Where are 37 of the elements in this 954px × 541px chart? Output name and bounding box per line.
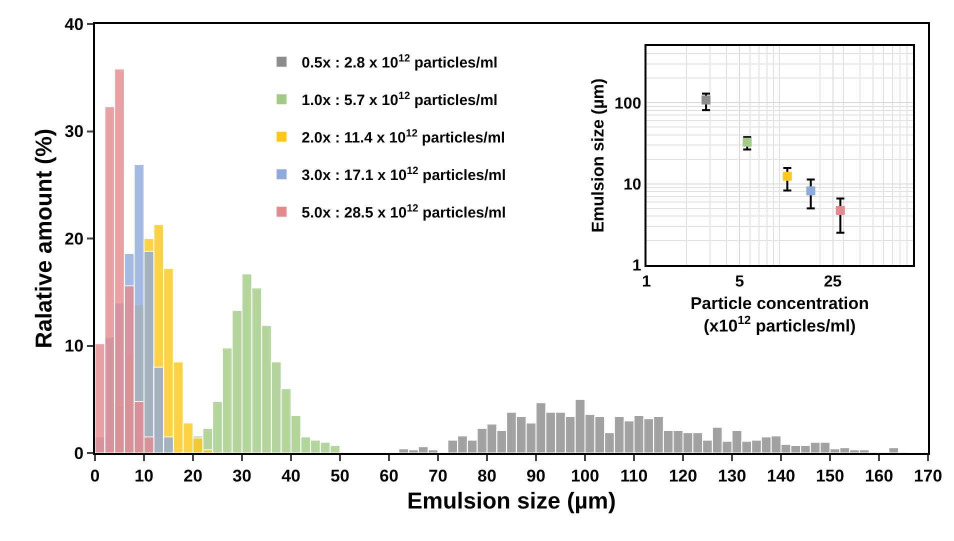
x-tick-label: 70 (428, 466, 448, 486)
y-tick-label: 30 (64, 122, 84, 142)
y-axis-title: Ralative amount (%) (30, 128, 57, 348)
x-tick-label: 10 (134, 466, 154, 486)
legend-label: 2.0x : 11.4 x 10$^{12}$ particles/ml (302, 127, 506, 147)
x-tick-label: 25 (824, 273, 842, 290)
x-tick-label: 100 (570, 466, 600, 486)
y-tick-label: 0 (74, 444, 84, 463)
y-tick-label: 100 (614, 95, 642, 112)
y-tick-label: 1 (632, 258, 642, 275)
x-tick-label: 110 (620, 466, 648, 486)
y-tick-label: 20 (64, 229, 84, 248)
legend-label: 1.0x : 5.7 x 10$^{12}$ particles/ml (302, 90, 498, 110)
y-tick-label: 40 (64, 14, 84, 34)
x-axis-title: Particle concentration (x10$^{12}$ particles/ml) (690, 294, 870, 336)
x-tick-label: 0 (90, 466, 100, 486)
x-tick-label: 120 (668, 466, 698, 486)
legend-label: 0.5x : 2.8 x 10$^{12}$ particles/ml (302, 52, 498, 72)
x-tick-label: 30 (232, 466, 252, 486)
y-tick-label: 10 (623, 176, 642, 194)
x-tick-label: 60 (380, 466, 398, 486)
y-tick-label: 10 (64, 336, 84, 356)
x-tick-label: 40 (282, 466, 300, 486)
legend-label: 5.0x : 28.5 x 10$^{12}$ particles/ml (302, 202, 506, 222)
x-tick-label: 5 (735, 273, 744, 290)
x-tick-label: 50 (330, 466, 350, 486)
legend-label: 3.0x : 17.1 x 10$^{12}$ particles/ml (302, 164, 506, 184)
x-tick-label: 170 (914, 466, 942, 486)
x-tick-label: 90 (526, 466, 546, 486)
x-tick-label: 140 (766, 466, 796, 486)
x-tick-label: 20 (184, 466, 202, 486)
x-tick-label: 160 (864, 466, 894, 486)
x-tick-label: 80 (478, 466, 496, 486)
y-axis-title: Emulsion size (µm) (588, 78, 608, 233)
x-axis-title: Emulsion size (µm) (407, 488, 616, 514)
x-tick-label: 130 (718, 466, 746, 486)
x-tick-label: 150 (816, 466, 844, 486)
